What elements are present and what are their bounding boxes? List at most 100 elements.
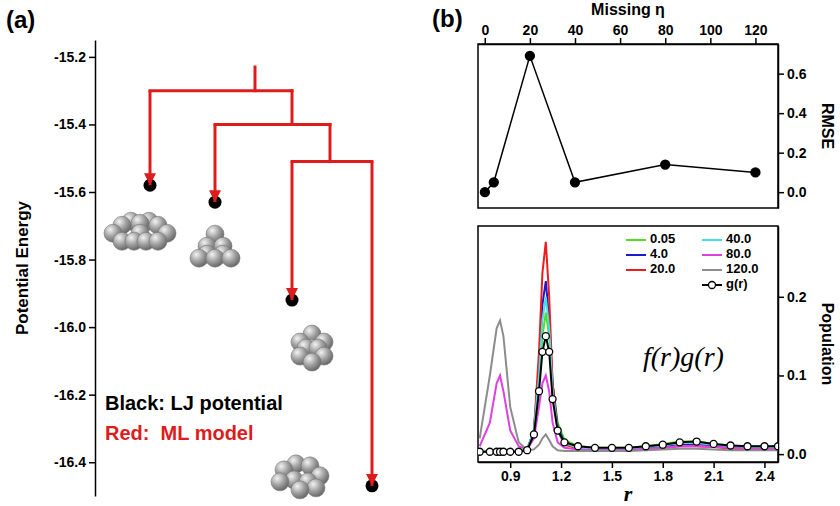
marker: [575, 443, 582, 450]
tick-mark: [530, 38, 532, 44]
marker: [536, 388, 543, 395]
cluster-icon: [104, 212, 176, 250]
atom: [149, 232, 167, 250]
marker: [549, 396, 556, 403]
tick-label: 0.6: [787, 66, 807, 82]
y-axis-line: [95, 41, 97, 497]
tick: 20: [523, 22, 539, 44]
tick: 2.4: [755, 462, 775, 484]
tick-label: 100: [699, 22, 723, 38]
tick-mark: [89, 394, 95, 396]
tick-label: 0.4: [787, 105, 807, 121]
branch-link: [329, 124, 332, 161]
series-line: [480, 320, 778, 451]
tick-label: 0.2: [787, 145, 807, 161]
marker: [546, 348, 553, 355]
tick: 0.1: [778, 367, 807, 383]
tick-mark: [778, 113, 784, 115]
tick-mark: [89, 259, 95, 261]
marker: [478, 448, 483, 455]
tick-mark: [485, 38, 487, 44]
y-axis: 0.0 0.1 0.2: [778, 227, 807, 463]
tick-mark: [89, 124, 95, 126]
marker: [530, 431, 537, 438]
legend-swatch: [626, 254, 646, 256]
plot-area: [480, 51, 760, 196]
tick-label: -15.6: [54, 184, 86, 200]
marker: [489, 178, 498, 187]
tick: 80: [658, 22, 674, 44]
axis-title: Potential Energy: [13, 200, 32, 335]
atom: [271, 473, 289, 491]
legend-swatch: [702, 269, 722, 271]
legend: 0.054.020.040.080.0120.0g(r): [626, 231, 759, 291]
marker: [561, 439, 568, 446]
tick-mark: [778, 297, 784, 299]
marker: [659, 441, 666, 448]
branch-link: [291, 91, 294, 125]
tick: -15.4: [54, 116, 95, 132]
series-line: [480, 242, 778, 452]
tick-mark: [665, 38, 667, 44]
tick-label: 1.8: [654, 468, 674, 484]
tick: 0: [481, 22, 489, 44]
legend-label: 20.0: [650, 261, 675, 276]
tick-label: -15.8: [54, 252, 86, 268]
annotation: Red: ML model: [105, 422, 254, 444]
tick-label: 0.2: [787, 289, 807, 305]
atom: [307, 479, 325, 497]
tick: 0.4: [778, 105, 807, 121]
atom: [303, 353, 321, 371]
tick-mark: [89, 327, 95, 329]
tick-label: -16.2: [54, 387, 86, 403]
marker: [693, 438, 700, 445]
panel-line: 0.91.21.51.82.12.4r0.00.10.2Population0.…: [476, 226, 836, 506]
legend-swatch: [626, 239, 646, 241]
tick: 0.2: [778, 145, 807, 161]
tick: 0.0: [778, 446, 807, 462]
marker: [727, 442, 734, 449]
tick: -15.8: [54, 252, 95, 268]
tick-mark: [778, 73, 784, 75]
cluster-icons: [104, 212, 333, 499]
tick-mark: [575, 38, 577, 44]
tick: 40: [568, 22, 584, 44]
tick: 100: [699, 22, 723, 44]
tick-label: 80: [658, 22, 674, 38]
tick: -16.2: [54, 387, 95, 403]
ml-arrow: [371, 162, 374, 486]
tick: 120: [744, 22, 768, 44]
tick: 1.8: [654, 462, 674, 484]
tick-label: 60: [613, 22, 629, 38]
tick: 1.5: [603, 462, 623, 484]
marker: [507, 448, 514, 455]
marker: [710, 440, 717, 447]
marker: [661, 160, 670, 169]
plot-frame: [478, 226, 778, 462]
tick-label: 0.9: [501, 468, 521, 484]
series-line: [485, 56, 756, 192]
tick-mark: [710, 38, 712, 44]
annotation: Black: LJ potential: [105, 392, 283, 414]
ml-arrow: [149, 91, 152, 186]
tick-label: 0: [481, 22, 489, 38]
tick: -16.4: [54, 454, 95, 470]
legend-label: 4.0: [650, 246, 668, 261]
cluster-icon: [291, 325, 333, 371]
ml-arrow: [214, 124, 217, 202]
annotation: f(r)g(r): [643, 341, 724, 372]
x-axis: 0 20 40 60 80 100 120: [479, 22, 779, 45]
marker: [625, 444, 632, 451]
panel-line: (b)020406080100120Missing η0.00.20.40.6R…: [432, 1, 836, 209]
tick-label: -16.0: [54, 319, 86, 335]
axis-title: RMSE: [819, 103, 836, 150]
y-axis: 0.00.20.40.6: [778, 45, 807, 209]
tick: 0.6: [778, 66, 807, 82]
marker: [744, 443, 751, 450]
tick-label: -15.2: [54, 49, 86, 65]
series-line: [480, 281, 778, 451]
x-axis-line: [479, 462, 779, 464]
panel-tree: (a)-15.2-15.4-15.6-15.8-16.0-16.2-16.4Po…: [6, 6, 379, 499]
tick-label: -15.4: [54, 116, 86, 132]
branch: [215, 123, 330, 126]
